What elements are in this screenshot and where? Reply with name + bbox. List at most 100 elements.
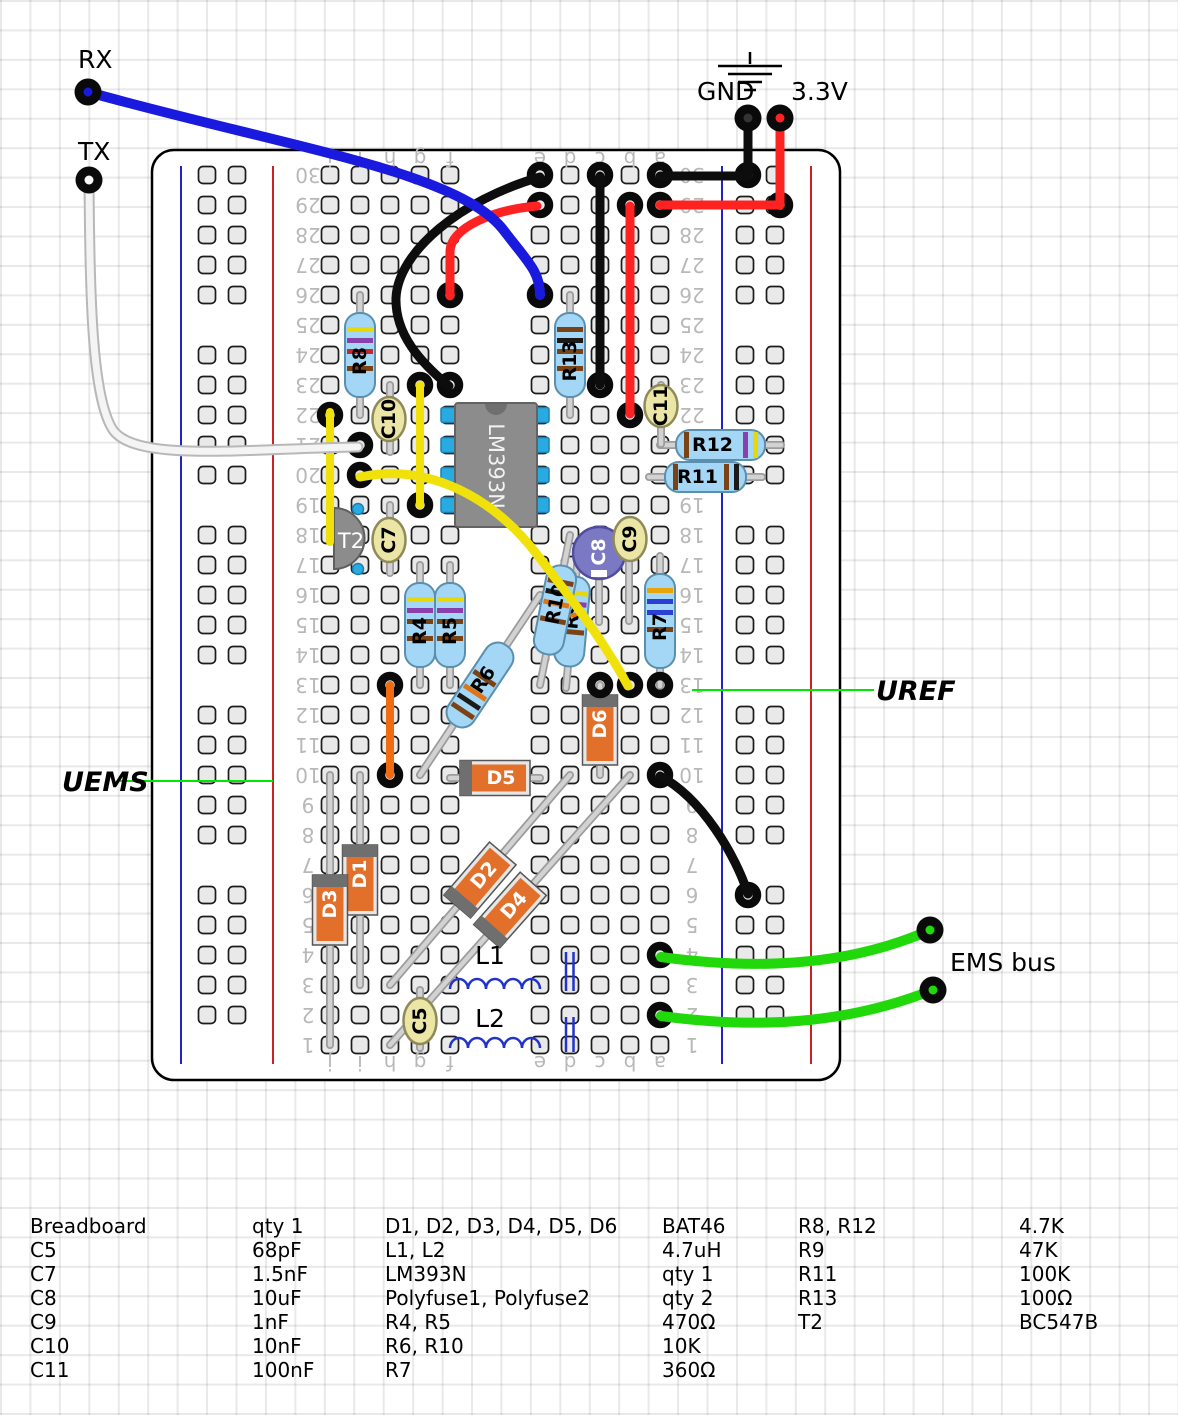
capacitor-polarity-stripe — [591, 570, 607, 577]
board-hole — [650, 915, 670, 935]
wire-blue-rx[interactable] — [83, 87, 545, 300]
row-number: 19 — [679, 493, 704, 517]
polyfuse1-symbol[interactable] — [564, 952, 575, 991]
resistor-r5[interactable]: R5 — [434, 582, 466, 668]
resistor-band — [407, 608, 433, 613]
wire-green-ems-2[interactable] — [656, 986, 935, 1028]
capacitor-body — [402, 996, 438, 1046]
row-number: 17 — [679, 553, 704, 577]
capacitor-c11[interactable]: C11 — [643, 383, 679, 429]
connection-ring — [526, 161, 554, 189]
rx-label: RX — [78, 45, 113, 74]
board-hole — [735, 255, 755, 275]
resistor-r12[interactable]: R12 — [675, 429, 766, 461]
diode-d5[interactable]: D5 — [459, 759, 531, 797]
wire-red-f26-e29[interactable] — [445, 201, 542, 301]
ground-symbol — [718, 52, 782, 92]
transistor-t2[interactable]: T2 — [333, 502, 366, 576]
board-hole — [560, 195, 580, 215]
board-hole — [410, 795, 430, 815]
board-hole — [227, 525, 247, 545]
rx-pin[interactable] — [74, 78, 102, 106]
board-hole — [735, 525, 755, 545]
wire-black-e30-f23[interactable] — [391, 172, 545, 391]
ems-bus-pin-1[interactable] — [916, 916, 944, 944]
column-letter: b — [624, 1051, 637, 1075]
row-number: 27 — [679, 253, 704, 277]
wire-black-a10-rail[interactable] — [655, 771, 753, 899]
capacitor-body — [612, 515, 648, 563]
resistor-r11[interactable]: R11 — [664, 461, 747, 493]
diode-d4[interactable]: D4 — [472, 871, 548, 949]
board-hole — [735, 705, 755, 725]
resistor-label: R4 — [409, 617, 431, 645]
board-hole — [530, 375, 550, 395]
capacitor-c8[interactable]: C8 — [571, 525, 627, 581]
row-number: 27 — [295, 253, 320, 277]
inductor-l1[interactable]: L1 — [448, 941, 542, 990]
resistor-band — [347, 338, 373, 343]
parts-cell-2-2: LM393N — [385, 1262, 467, 1286]
diode-d3[interactable]: D3 — [311, 874, 349, 946]
tx-pin[interactable] — [75, 166, 103, 194]
parts-cell-3-0: C8 — [30, 1286, 57, 1310]
diode-body — [479, 877, 541, 943]
parts-cell-4-2: R4, R5 — [385, 1310, 451, 1334]
gnd-pin[interactable] — [734, 104, 762, 132]
board-hole — [350, 645, 370, 665]
row-number: 22 — [295, 403, 320, 427]
resistor-band — [437, 597, 463, 602]
board-hole — [650, 705, 670, 725]
resistor-r13[interactable]: R13 — [554, 312, 586, 398]
board-hole — [620, 645, 640, 665]
row-number: 8 — [686, 823, 699, 847]
parts-cell-4-3: 470Ω — [662, 1310, 716, 1334]
diode-label: D5 — [487, 767, 516, 789]
parts-cell-4-0: C9 — [30, 1310, 57, 1334]
capacitor-c7[interactable]: C7 — [371, 516, 407, 564]
board-hole — [197, 735, 217, 755]
board-hole — [227, 765, 247, 785]
board-hole — [350, 1005, 370, 1025]
board-hole — [380, 195, 400, 215]
diode-d1[interactable]: D1 — [341, 844, 379, 916]
row-number: 23 — [679, 373, 704, 397]
inductor-label: L1 — [475, 941, 505, 970]
resistor-r6[interactable]: R6 — [441, 637, 519, 733]
board-hole — [765, 975, 785, 995]
ems-bus-pin-2[interactable] — [919, 976, 947, 1004]
capacitor-c9[interactable]: C9 — [612, 515, 648, 563]
pin-hole — [775, 113, 785, 123]
board-hole — [590, 885, 610, 905]
diode-body — [586, 699, 614, 761]
resistor-r4[interactable]: R4 — [404, 582, 436, 668]
board-hole — [227, 285, 247, 305]
resistor-band — [647, 627, 673, 632]
capacitor-c5[interactable]: C5 — [402, 996, 438, 1046]
parts-cell-3-5: 100Ω — [1019, 1286, 1073, 1310]
board-hole — [530, 345, 550, 365]
board-hole — [590, 945, 610, 965]
inductor-l2[interactable]: L2 — [448, 1004, 542, 1049]
polyfuse2-symbol[interactable] — [564, 1017, 575, 1052]
board-hole — [735, 645, 755, 665]
wire-green-ems-1[interactable] — [656, 926, 933, 969]
row-number: 20 — [295, 463, 320, 487]
diode-d2[interactable]: D2 — [442, 840, 518, 920]
connection-ring — [646, 671, 674, 699]
diode-cathode-band — [312, 875, 348, 887]
capacitor-c10[interactable]: C10 — [371, 395, 407, 443]
resistor-r7[interactable]: R7 — [644, 573, 676, 669]
board-hole — [765, 345, 785, 365]
wire-white-tx[interactable] — [85, 176, 362, 455]
board-hole — [227, 375, 247, 395]
board-hole — [765, 525, 785, 545]
v33-pin[interactable] — [766, 104, 794, 132]
resistor-r8[interactable]: R8 — [344, 312, 376, 398]
board-hole — [560, 1035, 580, 1055]
parts-cell-2-1: 1.5nF — [252, 1262, 308, 1286]
wire-yellow-i20-b13[interactable] — [355, 469, 633, 691]
board-hole — [350, 195, 370, 215]
diode-d6[interactable]: D6 — [581, 694, 619, 766]
row-number: 7 — [302, 853, 315, 877]
